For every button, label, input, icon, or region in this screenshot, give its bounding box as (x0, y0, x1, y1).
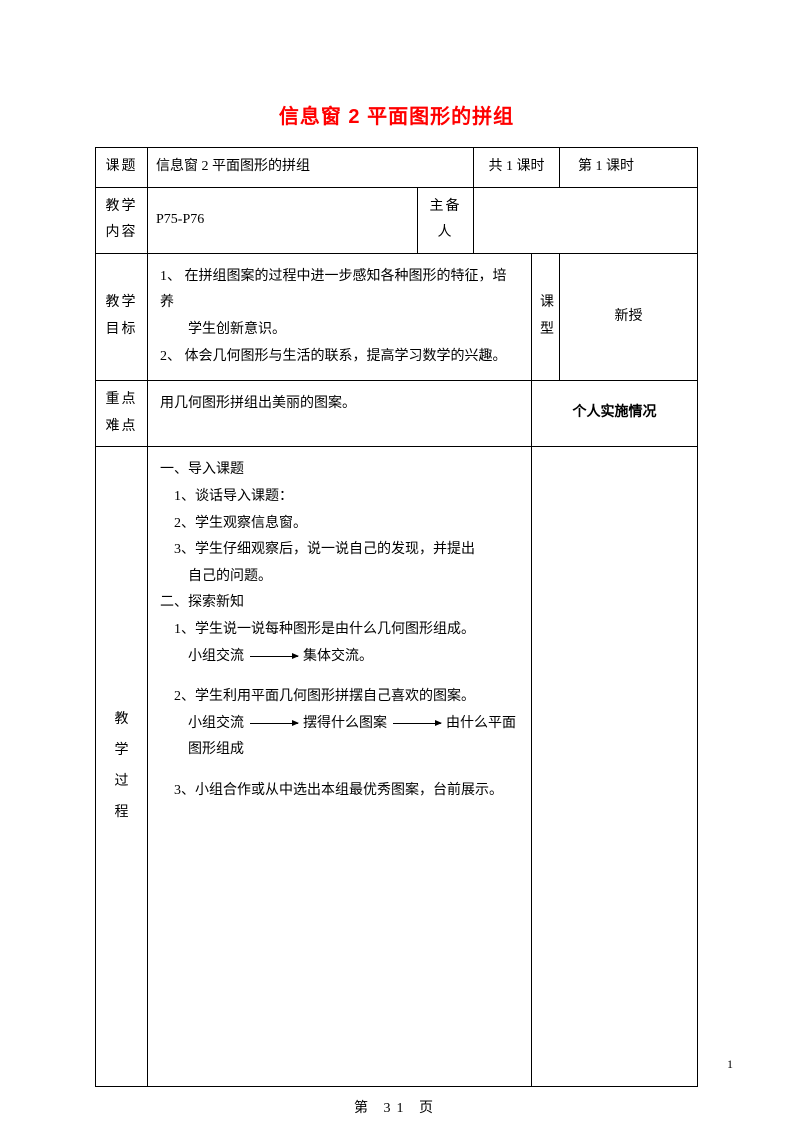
corner-page-number: 1 (727, 1057, 733, 1072)
label-line: 课 (540, 295, 556, 310)
process-flow: 小组交流 集体交流。 (160, 644, 519, 671)
process-item: 3、小组合作或从中选出本组最优秀图案，台前展示。 (160, 778, 519, 805)
label-line: 教学 (106, 199, 138, 214)
row-keypoint: 重点 难点 用几何图形拼组出美丽的图案。 个人实施情况 (96, 381, 698, 447)
arrow-icon (393, 723, 441, 724)
arrow-icon (250, 656, 298, 657)
label-personal-impl: 个人实施情况 (532, 381, 698, 447)
flow-node: 集体交流。 (303, 649, 373, 664)
label-line: 目标 (106, 322, 138, 337)
process-item: 3、学生仔细观察后，说一说自己的发现，并提出 (160, 537, 519, 564)
flow-node: 由什么平面 (446, 716, 516, 731)
process-item: 1、学生说一说每种图形是由什么几何图形组成。 (160, 617, 519, 644)
process-heading: 一、导入课题 (160, 457, 519, 484)
label-char: 过 (104, 767, 139, 798)
label-line: 型 (540, 322, 556, 337)
flow-node: 小组交流 (188, 649, 244, 664)
row-teaching-content: 教学 内容 P75-P76 主备人 (96, 187, 698, 253)
value-personal-impl (532, 447, 698, 1087)
lesson-plan-page: 信息窗 2 平面图形的拼组 课题 信息窗 2 平面图形的拼组 共 1 课时 第 … (0, 0, 793, 1122)
value-topic: 信息窗 2 平面图形的拼组 (148, 148, 474, 188)
value-teaching-content: P75-P76 (148, 187, 418, 253)
process-item: 1、谈话导入课题： (160, 484, 519, 511)
label-process: 教 学 过 程 (96, 447, 148, 1087)
label-teaching-content: 教学 内容 (96, 187, 148, 253)
lesson-plan-table: 课题 信息窗 2 平面图形的拼组 共 1 课时 第 1 课时 教学 内容 P75… (95, 147, 698, 1087)
label-char: 程 (104, 798, 139, 829)
goal-item: 1、 在拼组图案的过程中进一步感知各种图形的特征，培养 (160, 264, 519, 317)
value-class-type: 新授 (560, 253, 698, 380)
process-item: 图形组成 (160, 737, 519, 764)
label-teaching-goal: 教学 目标 (96, 253, 148, 380)
row-teaching-goal: 教学 目标 1、 在拼组图案的过程中进一步感知各种图形的特征，培养 学生创新意识… (96, 253, 698, 380)
label-keypoint: 重点 难点 (96, 381, 148, 447)
label-char: 教 (104, 705, 139, 736)
page-footer: 第 31 页 (95, 1097, 698, 1117)
label-line: 难点 (106, 419, 138, 434)
footer-suffix: 页 (419, 1101, 439, 1116)
spacer (160, 670, 519, 684)
label-line: 重点 (106, 392, 138, 407)
process-heading: 二、探索新知 (160, 590, 519, 617)
spacer (160, 764, 519, 778)
label-class-type: 课 型 (532, 253, 560, 380)
value-teaching-goal: 1、 在拼组图案的过程中进一步感知各种图形的特征，培养 学生创新意识。 2、 体… (148, 253, 532, 380)
row-topic: 课题 信息窗 2 平面图形的拼组 共 1 课时 第 1 课时 (96, 148, 698, 188)
arrow-icon (250, 723, 298, 724)
page-title: 信息窗 2 平面图形的拼组 (95, 100, 698, 129)
label-line: 内容 (106, 225, 138, 240)
process-item: 2、学生观察信息窗。 (160, 511, 519, 538)
value-keypoint: 用几何图形拼组出美丽的图案。 (148, 381, 532, 447)
row-process: 教 学 过 程 一、导入课题 1、谈话导入课题： 2、学生观察信息窗。 3、学生… (96, 447, 698, 1087)
value-process: 一、导入课题 1、谈话导入课题： 2、学生观察信息窗。 3、学生仔细观察后，说一… (148, 447, 532, 1087)
flow-node: 摆得什么图案 (303, 716, 387, 731)
total-periods: 共 1 课时 (474, 148, 560, 188)
value-preparer (474, 187, 698, 253)
label-char: 学 (104, 736, 139, 767)
process-flow: 小组交流 摆得什么图案 由什么平面 (160, 711, 519, 738)
flow-node: 小组交流 (188, 716, 244, 731)
footer-prefix: 第 (354, 1101, 374, 1116)
process-item: 自己的问题。 (160, 564, 519, 591)
label-line: 教学 (106, 295, 138, 310)
current-period: 第 1 课时 (560, 148, 698, 188)
goal-item: 学生创新意识。 (160, 317, 519, 344)
footer-number: 31 (384, 1101, 410, 1116)
process-item: 2、学生利用平面几何图形拼摆自己喜欢的图案。 (160, 684, 519, 711)
goal-item: 2、 体会几何图形与生活的联系，提高学习数学的兴趣。 (160, 344, 519, 371)
label-preparer: 主备人 (418, 187, 474, 253)
label-topic: 课题 (96, 148, 148, 188)
